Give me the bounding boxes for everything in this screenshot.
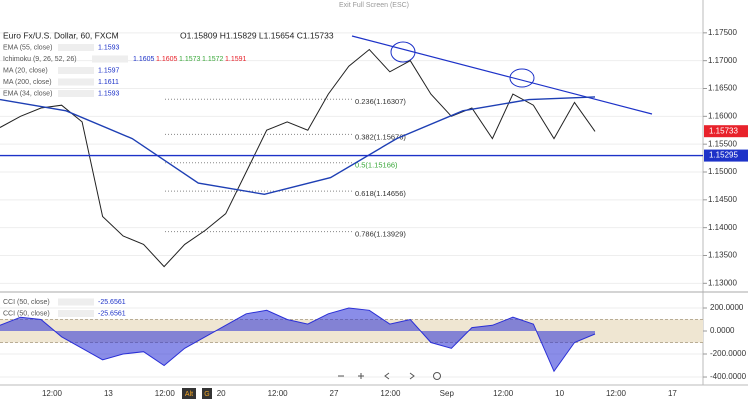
price-line <box>0 48 596 268</box>
indicator-value: 1.1605 <box>156 56 178 63</box>
y-tick-label: 1.13000 <box>708 278 737 287</box>
x-tick-label: 12:00 <box>493 389 514 398</box>
indicator-icons <box>92 55 128 63</box>
indicator-name: MA (200, close) <box>3 79 52 86</box>
badge: Alt <box>185 391 193 398</box>
trend-line <box>351 35 653 115</box>
indicator-value: 1.1573 <box>179 56 201 63</box>
y-tick-label: 1.16500 <box>708 84 737 93</box>
indicator-value: 1.1611 <box>98 79 119 86</box>
exit-fullscreen[interactable]: Exit Full Screen (ESC) <box>339 2 409 9</box>
indicator-icons <box>58 310 94 317</box>
x-tick-label: 12:00 <box>42 389 63 398</box>
indicator-value: 1.1593 <box>98 90 120 97</box>
chart-title: Euro Fx/U.S. Dollar, 60, FXCM <box>3 30 119 40</box>
x-tick-label: 13 <box>104 389 113 398</box>
x-tick-label: 17 <box>668 389 677 398</box>
indicator-name: Ichimoku (9, 26, 52, 26) <box>3 56 77 63</box>
y-tick-label: 1.15000 <box>708 167 737 176</box>
y-tick-label: 1.15500 <box>708 139 737 148</box>
scroll-right[interactable] <box>409 372 415 380</box>
indicator-value: -25.6561 <box>98 299 126 306</box>
indicator-name: MA (20, close) <box>3 67 48 74</box>
indicator-icons <box>58 67 94 74</box>
badge-bg <box>202 388 212 399</box>
y-tick-label: 1.13500 <box>708 251 737 260</box>
badge-bg <box>182 388 196 399</box>
fib-label: 0.5(1.15166) <box>355 161 398 170</box>
fib-label: 0.618(1.14656) <box>355 189 406 198</box>
y-tick-label: 200.0000 <box>710 303 744 312</box>
x-tick-label: 12:00 <box>606 389 627 398</box>
ema-line <box>0 96 596 196</box>
fib-label: 0.382(1.15676) <box>355 132 406 141</box>
cci-area <box>0 308 595 372</box>
y-tick-label: 0.0000 <box>710 326 735 335</box>
circle-annotation <box>390 41 416 63</box>
indicator-name: CCI (50, close) <box>3 310 50 317</box>
indicator-name: CCI (50, close) <box>3 299 50 306</box>
indicator-icons <box>58 44 94 51</box>
price-marker-label: 1.15733 <box>709 126 738 135</box>
indicator-value: -25.6561 <box>98 310 126 317</box>
y-tick-label: 1.14500 <box>708 195 737 204</box>
x-tick-label: 27 <box>330 389 339 398</box>
cci-line <box>0 307 596 373</box>
indicator-value: 1.1572 <box>202 56 224 63</box>
x-tick-label: 12:00 <box>268 389 289 398</box>
x-tick-label: 10 <box>555 389 564 398</box>
fib-label: 0.786(1.13929) <box>355 230 406 239</box>
y-tick-label: 1.16000 <box>708 111 737 120</box>
price-marker <box>704 149 748 162</box>
indicator-value: 1.1597 <box>98 67 120 74</box>
indicator-name: EMA (55, close) <box>3 44 52 51</box>
y-tick-label: -400.0000 <box>710 372 747 381</box>
reset[interactable] <box>433 372 441 380</box>
scroll-left[interactable] <box>384 372 390 380</box>
indicator-icons <box>58 90 94 97</box>
indicator-value: 1.1593 <box>98 44 120 51</box>
indicator-name: EMA (34, close) <box>3 90 52 97</box>
price-marker-label: 1.15295 <box>709 151 738 160</box>
circle-annotation <box>509 68 535 88</box>
indicator-value: 1.1591 <box>225 56 247 63</box>
ohlc: O1.15809 H1.15829 L1.15654 C1.15733 <box>180 30 334 40</box>
badge: G <box>204 391 209 398</box>
toolbar <box>338 372 441 380</box>
x-tick-label: 20 <box>217 389 226 398</box>
indicator-value: 1.1605 <box>133 56 155 63</box>
x-tick-label: 12:00 <box>380 389 401 398</box>
price-marker <box>704 125 748 138</box>
y-tick-label: 1.14000 <box>708 223 737 232</box>
x-tick-label: Sep <box>440 389 455 398</box>
y-tick-label: 1.17000 <box>708 56 737 65</box>
y-tick-label: -200.0000 <box>710 349 747 358</box>
fib-label: 0.236(1.16307) <box>355 97 406 106</box>
x-tick-label: 12:00 <box>155 389 176 398</box>
indicator-icons <box>58 298 94 306</box>
y-tick-label: 1.17500 <box>708 28 737 37</box>
indicator-icons <box>58 78 94 86</box>
